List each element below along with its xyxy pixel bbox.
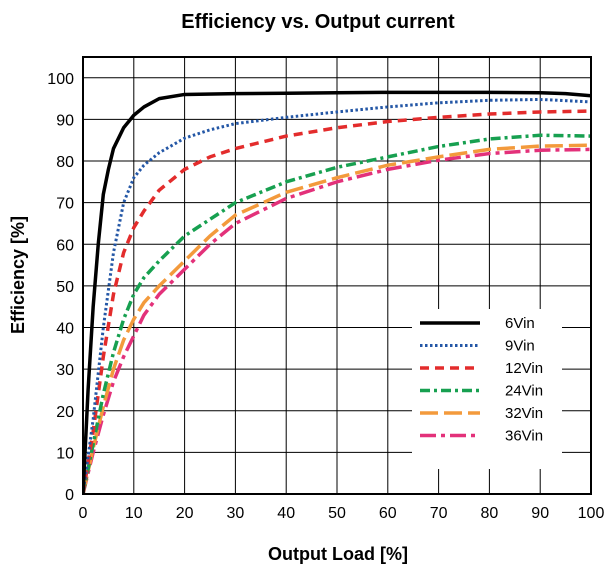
- series-line-32vin: [83, 143, 591, 494]
- y-tick-label: 20: [56, 404, 74, 421]
- legend-label-36vin: 36Vin: [505, 428, 543, 445]
- legend-label-6vin: 6Vin: [505, 315, 535, 332]
- x-tick-label: 70: [430, 505, 448, 522]
- x-tick-label: 10: [125, 505, 143, 522]
- x-tick-label: 30: [227, 505, 245, 522]
- legend-label-24vin: 24Vin: [505, 383, 543, 400]
- x-tick-label: 0: [79, 505, 88, 522]
- x-tick-label: 20: [176, 505, 194, 522]
- plot-frame: [82, 56, 592, 495]
- y-tick-label: 10: [56, 445, 74, 462]
- series-lines: [83, 90, 591, 494]
- x-tick-label: 60: [379, 505, 397, 522]
- y-tick-label: 30: [56, 362, 74, 379]
- tick-labels: 0 10 20 30 40 50 60 70 80 90 100 0 10 20 30 40 50 60 70 80 9…: [47, 71, 604, 522]
- x-tick-label: 80: [481, 505, 499, 522]
- y-tick-label: 40: [56, 321, 74, 338]
- y-tick-label: 80: [56, 154, 74, 171]
- x-tick-label: 100: [578, 505, 605, 522]
- y-axis-label: Efficiency [%]: [8, 216, 28, 334]
- legend: 6Vin 9Vin 12Vin 24Vin 32Vin 36Vin: [412, 309, 562, 469]
- series-line-6vin: [83, 90, 591, 494]
- y-tick-label: 50: [56, 279, 74, 296]
- series-line-24vin: [83, 133, 591, 494]
- y-tick-label: 100: [47, 71, 74, 88]
- series-line-9vin: [83, 97, 591, 494]
- chart-title: Efficiency vs. Output current: [181, 11, 455, 33]
- x-tick-label: 90: [531, 505, 549, 522]
- legend-label-9vin: 9Vin: [505, 338, 535, 355]
- y-tick-label: 90: [56, 112, 74, 129]
- legend-label-32vin: 32Vin: [505, 405, 543, 422]
- y-tick-label: 0: [65, 487, 74, 504]
- legend-label-12vin: 12Vin: [505, 360, 543, 377]
- x-axis-label: Output Load [%]: [268, 544, 408, 564]
- series-line-36vin: [83, 147, 591, 494]
- y-tick-label: 60: [56, 237, 74, 254]
- y-tick-label: 70: [56, 196, 74, 213]
- series-line-12vin: [83, 109, 591, 494]
- x-tick-label: 40: [277, 505, 295, 522]
- x-tick-label: 50: [328, 505, 346, 522]
